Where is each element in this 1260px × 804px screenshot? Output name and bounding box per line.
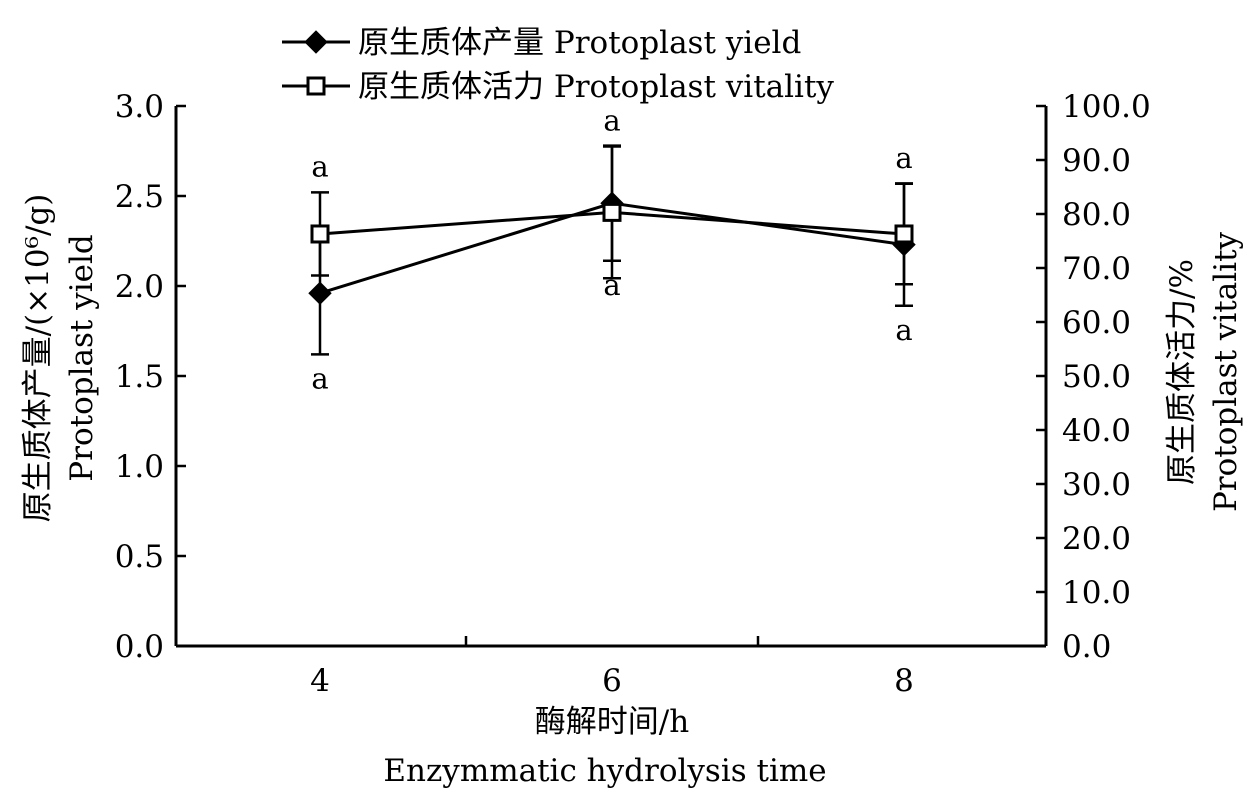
left-y-tick-label: 3.0 [115,89,164,125]
series-layer: a a a a a a [308,104,916,395]
legend-marker [304,30,328,54]
right-y-tick-label: 70.0 [1062,251,1131,287]
right-y-tick-label: 40.0 [1062,413,1131,449]
legend-marker [306,76,326,96]
left-y-axis-label-english: Protoplast yield [64,234,100,481]
left-y-tick-label: 2.0 [115,269,164,305]
right-y-axis: 0.0 10.0 20.0 30.0 40.0 50.0 60.0 70.0 80.0 90.0 1… [1036,89,1151,665]
legend-label: 原生质体产量 Protoplast yield [358,25,801,61]
right-y-tick-label: 80.0 [1062,197,1131,233]
left-y-axis: 0.0 0.5 1.0 1.5 2.0 2.5 3.0 [115,89,186,665]
left-y-tick-label: 0.5 [115,539,164,575]
x-axis-label-chinese: 酶解时间/h [535,704,689,740]
right-y-tick-label: 0.0 [1062,629,1111,665]
data-point [602,202,622,222]
right-y-tick-label: 90.0 [1062,143,1131,179]
left-y-tick-label: 1.0 [115,449,164,485]
right-y-tick-label: 30.0 [1062,467,1131,503]
significance-letter: a [603,104,620,138]
left-y-tick-label: 2.5 [115,179,164,215]
data-point [310,224,330,244]
right-y-tick-label: 60.0 [1062,305,1131,341]
legend-item: 原生质体活力 Protoplast vitality [282,69,834,105]
x-axis-label-english: Enzymmatic hydrolysis time [383,753,826,789]
right-y-tick-label: 10.0 [1062,575,1131,611]
data-point [894,224,914,244]
x-tick-label: 6 [602,663,622,699]
x-tick-label: 4 [310,663,330,699]
significance-letter: a [311,361,328,395]
right-y-tick-label: 100.0 [1062,89,1151,125]
significance-letter: a [895,313,912,347]
x-tick-label: 8 [894,663,914,699]
right-y-tick-label: 50.0 [1062,359,1131,395]
significance-letter: a [603,268,620,302]
significance-letter: a [311,149,328,183]
right-y-axis-label-english: Protoplast vitality [1208,231,1244,512]
right-y-axis-label-chinese: 原生质体活力/% [1164,259,1200,485]
series-vitality: a a a [310,104,914,286]
data-point [308,281,332,305]
legend: 原生质体产量 Protoplast yield 原生质体活力 Protoplast… [282,25,834,105]
legend-label: 原生质体活力 Protoplast vitality [358,69,834,105]
significance-letter: a [895,141,912,175]
x-axis: 4 6 8 [174,636,1048,699]
right-y-tick-label: 20.0 [1062,521,1131,557]
left-y-tick-label: 0.0 [115,629,164,665]
left-y-axis-label-chinese: 原生质体产量/(×10⁶/g) [20,194,56,523]
left-y-tick-label: 1.5 [115,359,164,395]
legend-item: 原生质体产量 Protoplast yield [282,25,801,61]
